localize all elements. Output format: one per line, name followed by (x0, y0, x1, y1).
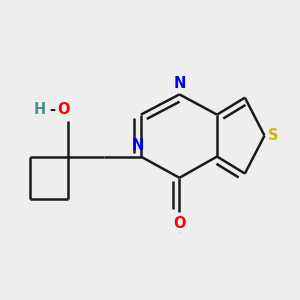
Text: S: S (268, 128, 279, 143)
Text: H: H (34, 102, 46, 117)
Text: N: N (132, 138, 144, 153)
Text: O: O (173, 216, 186, 231)
Text: -: - (49, 102, 55, 117)
Text: O: O (57, 102, 70, 117)
Text: N: N (173, 76, 186, 91)
